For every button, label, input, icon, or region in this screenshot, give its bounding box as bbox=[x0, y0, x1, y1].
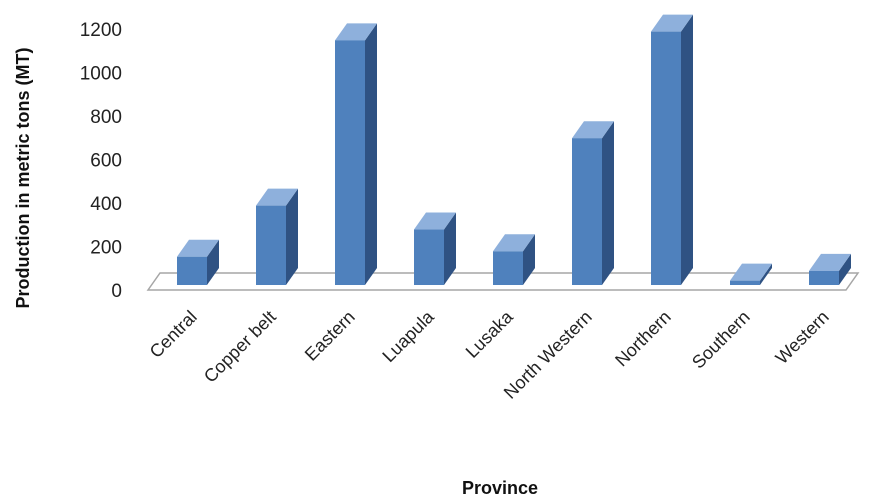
bar-top bbox=[177, 239, 219, 257]
bar-front bbox=[493, 251, 523, 285]
bar bbox=[493, 234, 535, 285]
bar-front bbox=[335, 40, 365, 285]
x-category-label: Northern bbox=[611, 307, 675, 371]
x-category-label: Western bbox=[772, 307, 833, 368]
x-category-label: Central bbox=[146, 307, 201, 362]
y-tick-label: 800 bbox=[90, 107, 122, 128]
bar bbox=[809, 253, 851, 285]
y-tick-label: 1000 bbox=[80, 64, 122, 85]
y-tick-label: 200 bbox=[90, 238, 122, 259]
bar-top bbox=[414, 212, 456, 230]
bar-front bbox=[730, 280, 760, 285]
x-axis-categories: Central Copper belt Eastern Luapula Lusaka No… bbox=[146, 306, 833, 403]
y-tick-label: 600 bbox=[90, 151, 122, 172]
bar-side bbox=[207, 239, 219, 285]
bar-top bbox=[335, 23, 377, 41]
y-axis-title: Production in metric tons (MT) bbox=[13, 48, 33, 309]
bar-top bbox=[651, 14, 693, 32]
y-tick-label: 1200 bbox=[80, 20, 122, 41]
bar-side bbox=[365, 23, 377, 285]
bar bbox=[256, 188, 298, 285]
bar-side bbox=[760, 263, 772, 285]
bar-top bbox=[493, 234, 535, 252]
bar-top bbox=[730, 263, 772, 281]
bar bbox=[335, 23, 377, 285]
bar-side bbox=[839, 253, 851, 285]
bar-top bbox=[256, 188, 298, 206]
x-axis-title: Province bbox=[462, 478, 538, 497]
bar-front bbox=[651, 31, 681, 285]
bar-front bbox=[809, 270, 839, 285]
y-axis-ticks: 0 200 400 600 800 1000 1200 bbox=[80, 20, 122, 302]
bar bbox=[730, 263, 772, 285]
bar bbox=[651, 14, 693, 286]
bar-side bbox=[523, 234, 535, 285]
bar-side bbox=[286, 188, 298, 285]
bar-side bbox=[681, 14, 693, 286]
x-category-label: Luapula bbox=[378, 306, 438, 366]
bar bbox=[414, 212, 456, 285]
bar-top bbox=[809, 253, 851, 271]
y-tick-label: 400 bbox=[90, 194, 122, 215]
x-category-label: Lusaka bbox=[462, 306, 518, 362]
x-category-label: Southern bbox=[688, 307, 754, 373]
bar-front bbox=[414, 229, 444, 285]
floor-outline bbox=[146, 272, 860, 291]
bar bbox=[572, 121, 614, 285]
y-tick-label: 0 bbox=[111, 281, 122, 302]
bar-top bbox=[572, 121, 614, 139]
bars bbox=[177, 14, 851, 286]
bar bbox=[177, 239, 219, 285]
bar-front bbox=[177, 256, 207, 285]
bar-front bbox=[572, 138, 602, 285]
bar-front bbox=[256, 205, 286, 285]
chart-floor bbox=[146, 272, 860, 291]
x-category-label: Copper belt bbox=[200, 307, 280, 387]
bar-side bbox=[444, 212, 456, 285]
x-category-label: Eastern bbox=[301, 307, 359, 365]
bar-side bbox=[602, 121, 614, 285]
